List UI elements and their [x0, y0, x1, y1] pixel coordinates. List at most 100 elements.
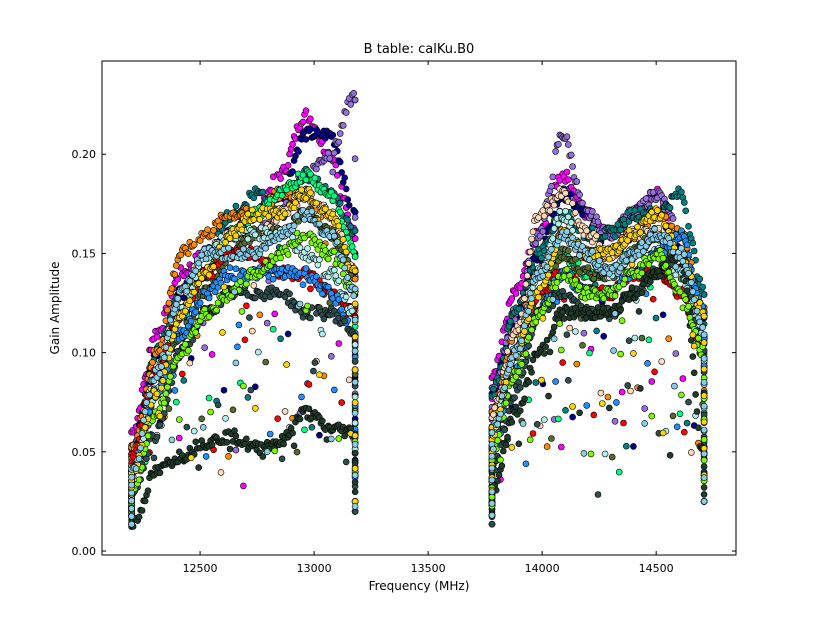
data-point — [638, 289, 646, 297]
data-point — [631, 207, 639, 214]
data-point — [232, 232, 240, 240]
data-point — [683, 419, 691, 427]
data-point — [654, 207, 661, 214]
data-point — [249, 327, 256, 335]
data-point — [278, 455, 286, 463]
data-point — [156, 421, 164, 429]
data-point — [173, 398, 180, 406]
data-point — [683, 241, 691, 249]
data-point — [186, 297, 194, 305]
data-point — [539, 314, 547, 322]
data-point — [573, 360, 581, 368]
data-point — [642, 195, 650, 202]
data-point — [665, 268, 673, 276]
data-point — [556, 320, 564, 327]
data-point — [528, 326, 535, 334]
data-point — [319, 330, 326, 338]
data-point — [638, 269, 646, 277]
data-point — [617, 350, 624, 358]
data-point — [563, 133, 571, 140]
data-point — [522, 280, 530, 288]
data-point — [307, 189, 314, 197]
data-point — [208, 351, 216, 358]
data-point — [528, 235, 535, 243]
data-point — [149, 358, 156, 366]
data-point — [135, 513, 143, 521]
data-point — [532, 318, 540, 326]
data-point — [351, 267, 359, 275]
data-point — [205, 294, 213, 302]
data-point — [583, 402, 591, 409]
data-point — [614, 221, 622, 228]
data-point — [553, 279, 561, 286]
data-point — [235, 321, 243, 329]
data-point — [516, 384, 524, 391]
data-point — [202, 453, 210, 460]
data-point — [521, 327, 528, 335]
data-point — [190, 241, 198, 248]
data-point — [208, 441, 216, 449]
data-point — [673, 423, 681, 431]
data-point — [240, 382, 247, 390]
data-point — [158, 384, 165, 392]
data-point — [658, 211, 666, 219]
data-point — [153, 390, 161, 398]
data-point — [502, 399, 510, 407]
data-point — [594, 491, 602, 498]
data-point — [542, 343, 550, 351]
data-point — [162, 390, 170, 397]
data-point — [567, 190, 575, 198]
data-point — [572, 328, 579, 335]
data-point — [307, 126, 314, 133]
data-point — [696, 275, 704, 283]
data-point — [192, 438, 199, 446]
data-point — [504, 433, 511, 441]
data-point — [351, 478, 359, 486]
data-point — [548, 435, 555, 442]
data-point — [204, 226, 211, 233]
data-point — [508, 295, 516, 302]
data-point — [347, 223, 355, 230]
data-point — [569, 403, 576, 410]
data-point — [256, 311, 264, 319]
data-point — [243, 435, 250, 443]
data-point — [223, 438, 231, 446]
data-point — [271, 447, 279, 455]
data-point — [225, 452, 232, 460]
data-point — [190, 288, 198, 296]
data-point — [508, 418, 516, 426]
data-point — [652, 314, 660, 322]
data-point — [335, 138, 343, 146]
data-point — [546, 348, 554, 356]
data-point — [680, 428, 688, 436]
data-point — [321, 135, 329, 142]
data-point — [540, 350, 548, 357]
data-point — [576, 283, 583, 290]
data-point — [644, 359, 651, 367]
data-point — [611, 417, 619, 425]
data-point — [552, 148, 559, 155]
data-point — [601, 232, 609, 240]
data-point — [641, 405, 649, 412]
data-point — [497, 456, 504, 464]
data-point — [214, 401, 222, 409]
data-point — [217, 469, 225, 476]
data-point — [327, 352, 335, 360]
data-point — [150, 454, 158, 462]
data-point — [498, 462, 506, 470]
data-point — [634, 223, 641, 231]
data-point — [286, 290, 293, 298]
data-point — [219, 329, 226, 336]
data-point — [569, 227, 576, 234]
data-point — [298, 393, 305, 401]
data-point — [342, 109, 350, 116]
data-point — [311, 174, 319, 182]
data-point — [685, 302, 692, 310]
data-point — [556, 208, 564, 215]
data-point — [138, 507, 146, 514]
data-point — [234, 343, 241, 351]
data-point — [205, 271, 213, 279]
data-point — [289, 168, 296, 175]
data-point — [351, 399, 359, 406]
data-point — [173, 320, 180, 328]
